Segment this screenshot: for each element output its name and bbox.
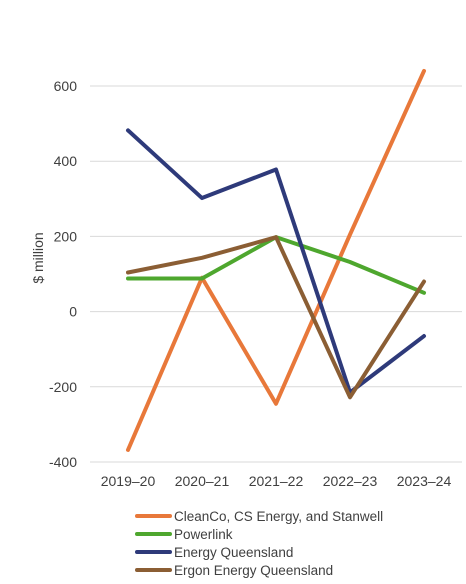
series-line-cleanco-cs-energy-and-stanwell [126, 68, 426, 452]
y-tick-label: -200 [49, 379, 77, 395]
y-axis-title: $ million [30, 232, 46, 283]
x-tick-label: 2022–23 [323, 473, 378, 489]
legend: CleanCo, CS Energy, and Stanwell Powerlin… [135, 509, 383, 578]
series-lines [126, 68, 426, 452]
legend-label: Energy Queensland [174, 545, 293, 560]
legend-label: CleanCo, CS Energy, and Stanwell [174, 509, 383, 524]
series-line-ergon-energy-queensland [126, 235, 426, 400]
y-axis-ticks: -400 -200 0 200 400 600 [49, 78, 77, 470]
x-tick-label: 2023–24 [397, 473, 452, 489]
y-tick-label: 600 [54, 78, 78, 94]
x-tick-label: 2020–21 [175, 473, 230, 489]
y-tick-label: 400 [54, 153, 78, 169]
x-tick-label: 2019–20 [101, 473, 156, 489]
y-tick-label: -400 [49, 454, 77, 470]
y-tick-label: 0 [69, 304, 77, 320]
series-line-energy-queensland [126, 128, 426, 395]
x-tick-label: 2021–22 [249, 473, 304, 489]
y-tick-label: 200 [54, 228, 78, 244]
x-axis-ticks: 2019–20 2020–21 2021–22 2022–23 2023–24 [101, 473, 452, 489]
legend-label: Ergon Energy Queensland [174, 563, 333, 578]
gridlines [90, 85, 462, 463]
legend-label: Powerlink [174, 527, 233, 542]
